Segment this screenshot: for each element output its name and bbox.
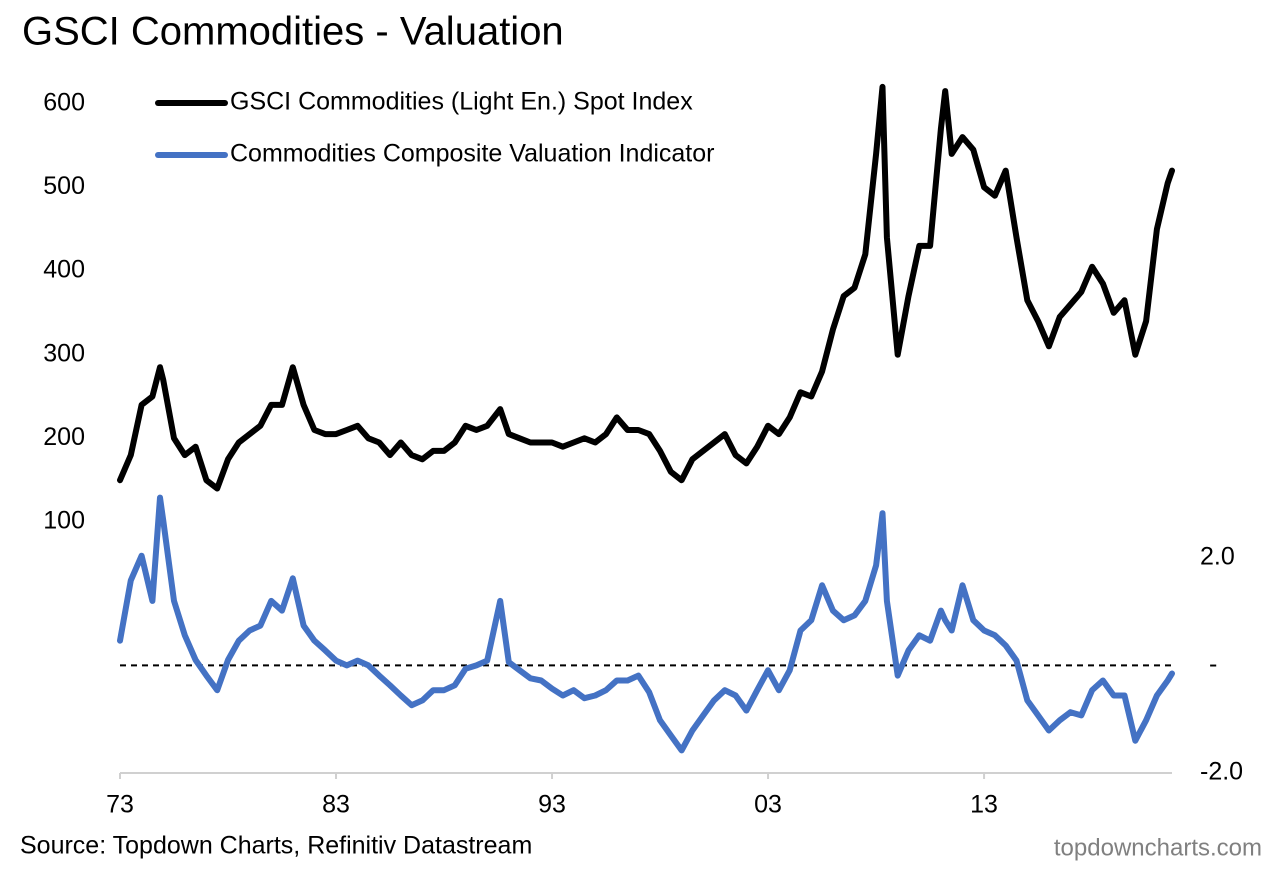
y-tick-label: 500 [43,172,85,200]
y2-tick-label: 2.0 [1200,542,1235,570]
y-tick-label: 300 [43,339,85,367]
y-tick-label: 100 [43,507,85,535]
source-note: Source: Topdown Charts, Refinitiv Datast… [20,832,532,860]
x-tick-label: 83 [322,791,350,819]
x-tick-label: 13 [970,791,998,819]
legend-label: Commodities Composite Valuation Indicato… [230,140,715,168]
y-tick-label: 400 [43,256,85,284]
y2-tick-label: - [1209,650,1217,678]
legend-label: GSCI Commodities (Light En.) Spot Index [230,88,693,116]
chart-title: GSCI Commodities - Valuation [22,10,564,54]
x-tick-label: 73 [106,791,134,819]
y-tick-label: 600 [43,88,85,116]
y2-tick-label: -2.0 [1200,758,1243,786]
y-tick-label: 200 [43,423,85,451]
watermark: topdowncharts.com [1054,834,1262,861]
series-line [117,494,1175,754]
x-tick-label: 03 [754,791,782,819]
x-tick-label: 93 [538,791,566,819]
series-line [117,83,1175,492]
